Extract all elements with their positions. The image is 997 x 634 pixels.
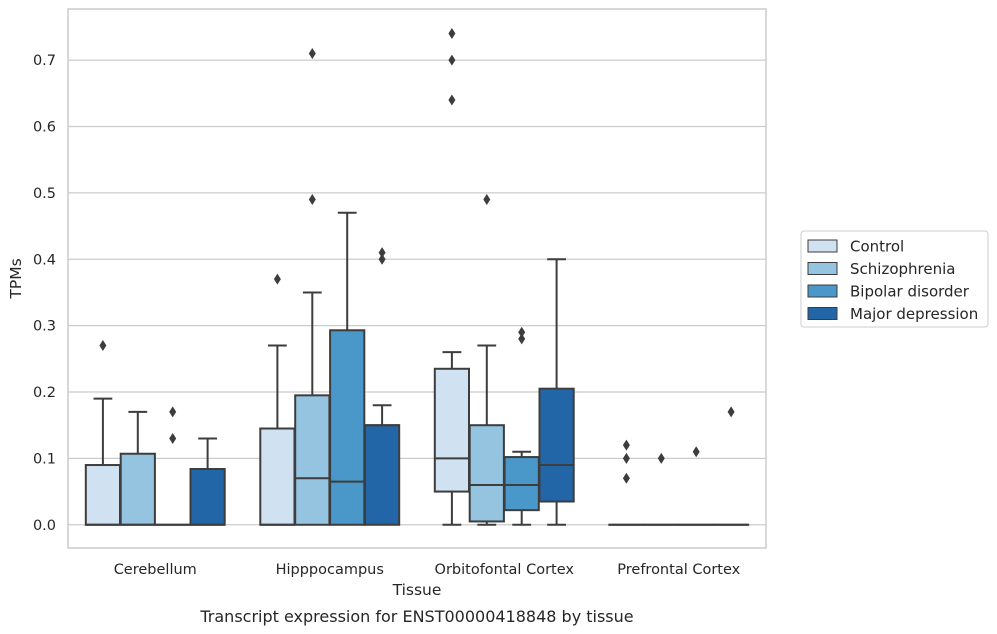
- outlier-point: [308, 47, 316, 59]
- box-body: [119, 452, 156, 526]
- box-schizophrenia: [119, 410, 156, 526]
- x-tick-label: Prefrontal Cortex: [617, 562, 740, 578]
- outlier-point: [448, 54, 456, 66]
- outlier-point: [518, 333, 526, 345]
- outlier-point: [169, 406, 177, 418]
- x-axis-label: Tissue: [392, 581, 442, 599]
- outlier-point: [692, 446, 700, 458]
- outlier-point: [169, 432, 177, 444]
- legend-swatch: [807, 262, 838, 275]
- outlier-point: [378, 247, 386, 259]
- outlier-point: [657, 452, 665, 464]
- box-schizophrenia: [294, 291, 331, 526]
- outlier-point: [622, 472, 630, 484]
- legend-swatch: [807, 284, 838, 298]
- box-bipolar-disorder: [503, 450, 540, 526]
- y-tick-label: 0.6: [33, 119, 56, 135]
- box-body: [503, 456, 540, 512]
- box-schizophrenia: [468, 344, 505, 526]
- grid-lines: [68, 59, 766, 526]
- outlier-point: [518, 326, 526, 338]
- outliers: [99, 28, 735, 484]
- y-tick-label: 0.4: [33, 252, 56, 268]
- y-axis-ticks: 0.0 0.1 0.2 0.3 0.4 0.5 0.6 0.7: [33, 53, 56, 534]
- legend-label: Control: [850, 238, 904, 256]
- y-tick-label: 0.7: [33, 53, 56, 69]
- legend-swatch: [807, 239, 838, 253]
- box-control: [84, 397, 122, 526]
- x-axis-ticks: Cerebellum Hipppocampus Orbitofontal Corte…: [114, 562, 741, 578]
- outlier-point: [308, 194, 316, 206]
- outlier-point: [378, 253, 386, 265]
- outlier-point: [448, 28, 456, 40]
- legend-label: Bipolar disorder: [850, 283, 970, 301]
- box-body: [433, 367, 471, 493]
- box-major-depression: [538, 258, 575, 526]
- outlier-point: [448, 94, 456, 106]
- legend-label: Major depression: [850, 305, 978, 323]
- y-tick-label: 0.1: [33, 451, 56, 467]
- legend-frame: [800, 230, 989, 328]
- box-control: [259, 344, 296, 526]
- legend-swatch: [807, 307, 838, 320]
- outlier-point: [622, 452, 630, 464]
- box-body: [189, 468, 226, 526]
- box-body: [84, 464, 122, 526]
- legend: Control Schizophrenia Bipolar disorder Majo…: [800, 230, 989, 328]
- x-tick-label: Cerebellum: [114, 562, 197, 578]
- x-tick-label: Hipppocampus: [276, 562, 384, 578]
- box-body: [294, 394, 331, 526]
- legend-item: Control: [807, 238, 904, 256]
- plot-frame: [67, 8, 767, 549]
- legend-label: Schizophrenia: [850, 260, 955, 278]
- box-body: [538, 387, 575, 503]
- chart-caption: Transcript expression for ENST0000041884…: [199, 607, 633, 626]
- boxes: [84, 211, 750, 526]
- box-body: [259, 427, 296, 526]
- box-body: [468, 424, 505, 523]
- outlier-point: [727, 406, 735, 418]
- outlier-point: [99, 340, 107, 352]
- legend-item: Bipolar disorder: [807, 283, 970, 301]
- y-tick-label: 0.3: [33, 319, 56, 335]
- box-body: [329, 329, 366, 526]
- box-major-depression: [189, 437, 226, 526]
- y-tick-label: 0.2: [33, 385, 56, 401]
- y-axis-label: TPMs: [7, 258, 25, 299]
- y-tick-label: 0.5: [33, 186, 56, 202]
- box-body: [363, 424, 401, 526]
- box-bipolar-disorder: [329, 211, 366, 526]
- outlier-point: [483, 194, 491, 206]
- legend-item: Major depression: [807, 305, 978, 323]
- box-major-depression: [363, 404, 401, 526]
- x-tick-label: Orbitofontal Cortex: [435, 562, 575, 578]
- legend-item: Schizophrenia: [807, 260, 955, 278]
- legend-items: Control Schizophrenia Bipolar disorder Majo…: [807, 238, 978, 323]
- box-control: [433, 351, 471, 526]
- outlier-point: [273, 273, 281, 285]
- y-tick-label: 0.0: [33, 518, 56, 534]
- outlier-point: [622, 439, 630, 451]
